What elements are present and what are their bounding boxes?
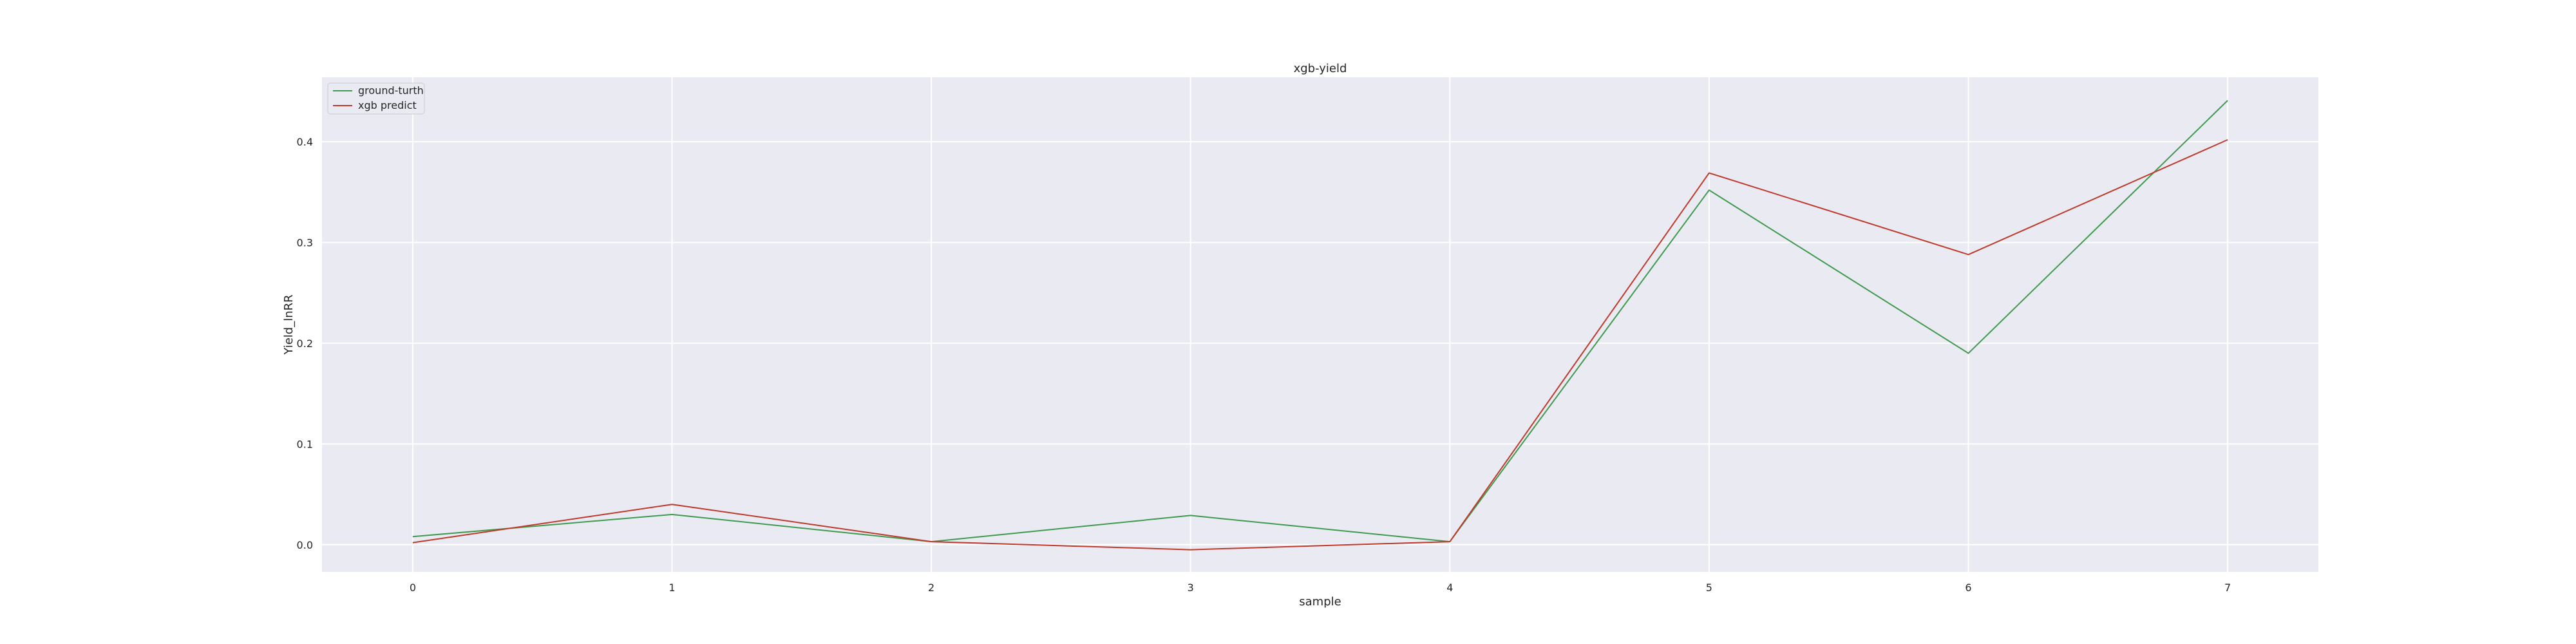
series-lines: [412, 100, 2228, 551]
legend-label-ground-turth: ground-turth: [358, 84, 424, 97]
y-tick-label: 0.3: [297, 237, 313, 249]
y-tick-label: 0.0: [297, 539, 313, 551]
x-tick-label: 6: [1965, 582, 1971, 594]
y-tick-label: 0.2: [297, 337, 313, 350]
legend: ground-turth xgb predict: [327, 82, 425, 115]
y-tick-label: 0.4: [297, 136, 313, 148]
y-tick-label: 0.1: [297, 438, 313, 450]
y-axis-label: Yield_lnRR: [282, 294, 296, 355]
x-tick-label: 2: [928, 582, 934, 594]
x-tick-label: 1: [668, 582, 675, 594]
tick-labels: 0 1 2 3 4 5 6 7 0.0 0.1 0.2 0.3 0.4: [297, 136, 2231, 594]
x-tick-label: 3: [1188, 582, 1194, 594]
x-tick-label: 0: [410, 582, 416, 594]
chart-title: xgb-yield: [1294, 62, 1347, 75]
legend-label-xgb-predict: xgb predict: [358, 99, 417, 111]
grid-lines: [322, 77, 2318, 572]
x-tick-label: 7: [2224, 582, 2231, 594]
x-axis-label: sample: [1299, 595, 1341, 609]
x-tick-label: 4: [1446, 582, 1453, 594]
x-tick-label: 5: [1706, 582, 1712, 594]
plot-area: [322, 77, 2318, 572]
series-line-xgb-predict: [412, 139, 2228, 551]
series-line-ground-turth: [412, 100, 2228, 543]
